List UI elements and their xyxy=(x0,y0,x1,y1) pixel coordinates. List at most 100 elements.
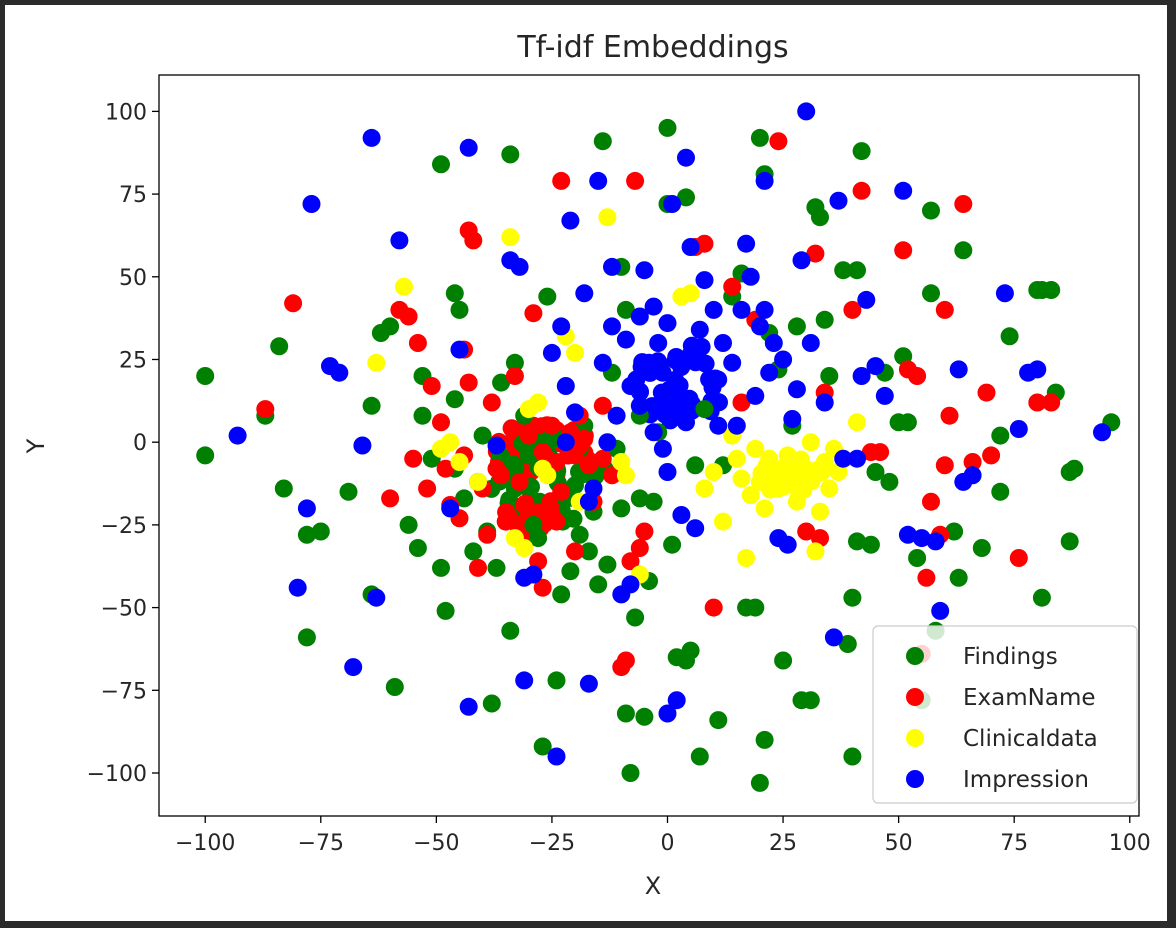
point-impression xyxy=(963,466,982,485)
point-findings xyxy=(473,426,492,445)
point-clinicaldata xyxy=(760,449,779,468)
point-examname xyxy=(635,522,654,541)
y-tick-label: 0 xyxy=(133,431,147,456)
data-points xyxy=(196,102,1121,792)
point-clinicaldata xyxy=(598,208,617,227)
point-impression xyxy=(695,271,714,290)
point-impression xyxy=(778,535,797,554)
point-impression xyxy=(362,128,381,147)
point-impression xyxy=(653,439,672,458)
point-findings xyxy=(270,337,289,356)
point-clinicaldata xyxy=(704,463,723,481)
point-impression xyxy=(621,377,640,395)
x-tick-label: 100 xyxy=(1109,831,1151,856)
point-findings xyxy=(843,588,862,607)
x-axis-label: X xyxy=(645,872,661,900)
point-impression xyxy=(459,138,478,157)
point-findings xyxy=(432,155,450,174)
point-impression xyxy=(367,588,386,607)
point-impression xyxy=(815,393,834,412)
point-examname xyxy=(982,446,1001,465)
point-examname xyxy=(922,492,940,511)
point-findings xyxy=(570,525,589,544)
legend-marker-impression xyxy=(906,770,924,788)
point-findings xyxy=(686,456,705,475)
point-examname xyxy=(533,578,552,597)
point-clinicaldata xyxy=(732,469,751,488)
point-impression xyxy=(709,416,728,435)
scatter-chart: Tf-idf Embeddings X Y −100 −75 −50 −25 0 25 50… xyxy=(22,30,1151,900)
point-findings xyxy=(880,472,899,491)
point-findings xyxy=(954,241,973,260)
point-impression xyxy=(824,628,843,647)
point-examname xyxy=(732,393,751,412)
point-examname xyxy=(496,512,515,531)
point-examname xyxy=(695,234,714,253)
point-examname xyxy=(769,132,788,151)
point-impression xyxy=(774,350,793,369)
point-findings xyxy=(492,373,511,392)
point-findings xyxy=(774,651,793,670)
point-impression xyxy=(640,353,658,372)
point-findings xyxy=(838,635,857,653)
point-examname xyxy=(963,453,982,471)
point-clinicaldata xyxy=(727,449,746,468)
point-impression xyxy=(912,529,931,548)
y-tick-label: −75 xyxy=(101,679,147,704)
point-clinicaldata xyxy=(367,353,386,372)
point-impression xyxy=(677,413,695,432)
point-findings xyxy=(658,118,677,137)
point-findings xyxy=(413,406,432,425)
x-tick-label: −75 xyxy=(298,831,344,856)
legend-marker-clinicaldata xyxy=(906,729,924,747)
point-impression xyxy=(330,363,349,382)
point-findings xyxy=(644,492,663,511)
point-impression xyxy=(663,195,682,213)
point-examname xyxy=(977,383,996,402)
point-findings xyxy=(529,529,548,548)
point-examname xyxy=(469,558,487,577)
point-findings xyxy=(843,747,862,766)
y-tick-label: 50 xyxy=(119,266,147,291)
point-impression xyxy=(829,191,848,210)
point-findings xyxy=(598,555,617,574)
point-findings xyxy=(505,353,524,372)
point-findings xyxy=(593,132,612,151)
point-impression xyxy=(635,261,654,280)
point-impression xyxy=(607,406,626,425)
point-findings xyxy=(750,128,769,147)
point-findings xyxy=(311,522,330,541)
point-findings xyxy=(464,542,483,561)
legend-marker-findings xyxy=(906,647,924,665)
point-impression xyxy=(603,257,621,276)
point-examname xyxy=(519,426,538,445)
point-findings xyxy=(501,145,520,164)
legend: Findings ExamName Clinicaldata Impression xyxy=(872,625,1138,804)
point-impression xyxy=(760,363,779,382)
point-findings xyxy=(385,678,404,696)
point-impression xyxy=(723,353,742,372)
point-findings xyxy=(552,585,571,604)
point-impression xyxy=(630,396,649,415)
point-examname xyxy=(256,400,275,419)
point-findings xyxy=(861,535,880,554)
point-examname xyxy=(492,466,511,485)
point-clinicaldata xyxy=(820,479,839,498)
point-impression xyxy=(755,300,774,319)
point-clinicaldata xyxy=(750,472,769,491)
point-impression xyxy=(746,386,765,405)
point-examname xyxy=(459,373,478,392)
point-examname xyxy=(616,651,635,670)
point-impression xyxy=(561,211,580,230)
point-impression xyxy=(658,463,677,481)
point-impression xyxy=(681,238,700,256)
point-findings xyxy=(852,142,871,161)
point-findings xyxy=(621,764,640,782)
point-impression xyxy=(450,340,469,359)
point-examname xyxy=(621,552,640,571)
y-tick-label: −25 xyxy=(101,514,147,539)
point-impression xyxy=(926,532,945,551)
point-impression xyxy=(834,449,853,468)
point-examname xyxy=(843,300,862,319)
point-impression xyxy=(894,181,913,200)
